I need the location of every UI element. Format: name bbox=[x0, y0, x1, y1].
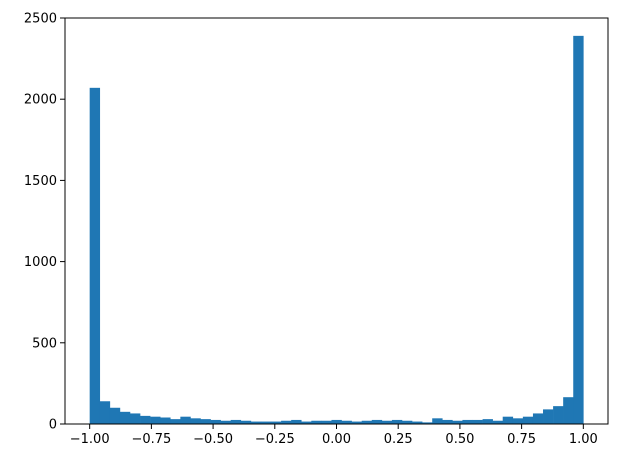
histogram-bar bbox=[321, 420, 332, 424]
histogram-bar bbox=[412, 421, 423, 424]
histogram-bar bbox=[331, 419, 342, 424]
histogram-bar bbox=[432, 418, 443, 424]
histogram-bar bbox=[260, 421, 272, 424]
histogram-bar bbox=[170, 419, 181, 424]
histogram-bar bbox=[311, 420, 322, 424]
histogram-bar bbox=[532, 413, 544, 424]
y-tick-label: 2000 bbox=[24, 93, 57, 108]
histogram-bar bbox=[190, 418, 201, 424]
histogram-bar bbox=[452, 420, 463, 424]
histogram-bar bbox=[200, 419, 211, 424]
histogram-bar bbox=[361, 420, 373, 424]
histogram-bar bbox=[553, 406, 564, 424]
histogram-bar bbox=[422, 422, 433, 424]
histogram-bar bbox=[401, 420, 413, 424]
histogram-bar bbox=[492, 420, 504, 424]
histogram-bar bbox=[502, 416, 514, 424]
histogram-bar bbox=[210, 419, 221, 424]
y-tick-label: 1500 bbox=[24, 174, 57, 189]
x-tick-label: −1.00 bbox=[70, 432, 110, 447]
histogram-bar bbox=[250, 421, 262, 424]
y-tick-label: 2500 bbox=[24, 12, 57, 27]
x-tick-label: 1.00 bbox=[569, 432, 598, 447]
histogram-bar bbox=[129, 413, 141, 424]
histogram-bar bbox=[220, 420, 232, 424]
histogram-bar bbox=[462, 419, 473, 424]
x-tick-label: −0.25 bbox=[255, 432, 295, 447]
y-tick-label: 500 bbox=[32, 336, 57, 351]
histogram-bar bbox=[240, 420, 252, 424]
y-tick-label: 0 bbox=[49, 418, 57, 433]
x-tick-label: −0.75 bbox=[131, 432, 171, 447]
histogram-bar bbox=[563, 397, 574, 424]
histogram-bar bbox=[341, 420, 352, 424]
y-axis: 0 500 1000 1500 2000 2500 bbox=[24, 12, 65, 433]
x-tick-label: −0.50 bbox=[193, 432, 233, 447]
histogram-bar bbox=[271, 421, 282, 424]
y-tick-label: 1000 bbox=[24, 255, 57, 270]
histogram-bar bbox=[99, 401, 111, 424]
histogram-bar bbox=[301, 421, 312, 424]
x-tick-label: 0.00 bbox=[322, 432, 351, 447]
histogram-bar bbox=[150, 416, 161, 424]
histogram-bar bbox=[109, 407, 121, 424]
histogram-bar bbox=[180, 416, 191, 424]
histogram-bar bbox=[512, 418, 524, 424]
histogram-bar bbox=[89, 87, 101, 424]
histogram-bars bbox=[89, 35, 584, 425]
axes-frame bbox=[64, 17, 609, 425]
histogram-bar bbox=[573, 35, 584, 425]
histogram-bar bbox=[119, 411, 131, 424]
histogram-bar bbox=[522, 416, 534, 424]
histogram-bar bbox=[140, 415, 151, 424]
histogram-bar bbox=[381, 420, 393, 424]
histogram-bar bbox=[160, 417, 171, 424]
x-tick-label: 0.75 bbox=[507, 432, 536, 447]
histogram-bar bbox=[482, 419, 493, 424]
histogram-bar bbox=[371, 419, 383, 424]
x-tick-label: 0.50 bbox=[445, 432, 474, 447]
histogram-bar bbox=[291, 419, 302, 424]
histogram-bar bbox=[391, 419, 403, 424]
histogram-bar bbox=[543, 409, 554, 424]
histogram-bar bbox=[230, 419, 242, 424]
histogram-bar bbox=[351, 421, 362, 424]
x-axis: −1.00 −0.75 −0.50 −0.25 0.00 0.25 0.50 0.75 1.00 bbox=[70, 424, 598, 447]
histogram-bar bbox=[442, 419, 453, 424]
x-tick-label: 0.25 bbox=[384, 432, 413, 447]
histogram-bar bbox=[281, 420, 292, 424]
histogram-bar bbox=[472, 419, 483, 424]
